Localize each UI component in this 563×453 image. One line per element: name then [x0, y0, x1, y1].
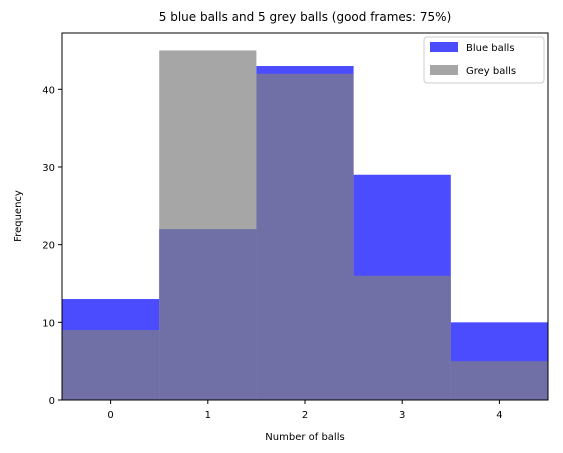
x-tick-label: 2	[302, 410, 308, 421]
legend-swatch-grey-balls	[430, 65, 458, 75]
x-tick-label: 1	[205, 410, 211, 421]
y-tick-label: 40	[42, 85, 55, 96]
bar-grey-balls-3	[353, 275, 451, 400]
x-axis-ticks: 0 1 2 3 4	[107, 400, 503, 421]
bar-grey-balls-1	[159, 50, 257, 400]
legend-swatch-blue-balls	[430, 42, 458, 52]
y-tick-label: 0	[49, 396, 55, 407]
y-axis-label: Frequency	[13, 190, 24, 242]
bar-grey-balls-2	[256, 73, 354, 401]
bars-group	[62, 50, 548, 401]
x-tick-label: 0	[107, 410, 113, 421]
x-tick-label: 4	[496, 410, 502, 421]
bar-grey-balls-4	[450, 361, 548, 400]
y-tick-label: 20	[42, 241, 55, 252]
legend-label-grey-balls: Grey balls	[466, 66, 516, 77]
x-axis-label: Number of balls	[265, 432, 344, 443]
legend: Blue balls Grey balls	[423, 36, 545, 84]
bar-grey-balls-0	[62, 330, 160, 400]
y-axis-ticks: 0 10 20 30 40	[42, 85, 62, 407]
y-tick-label: 30	[42, 163, 55, 174]
legend-label-blue-balls: Blue balls	[466, 43, 515, 54]
x-tick-label: 3	[399, 410, 405, 421]
chart-title: 5 blue balls and 5 grey balls (good fram…	[159, 10, 452, 24]
y-tick-label: 10	[42, 318, 55, 329]
